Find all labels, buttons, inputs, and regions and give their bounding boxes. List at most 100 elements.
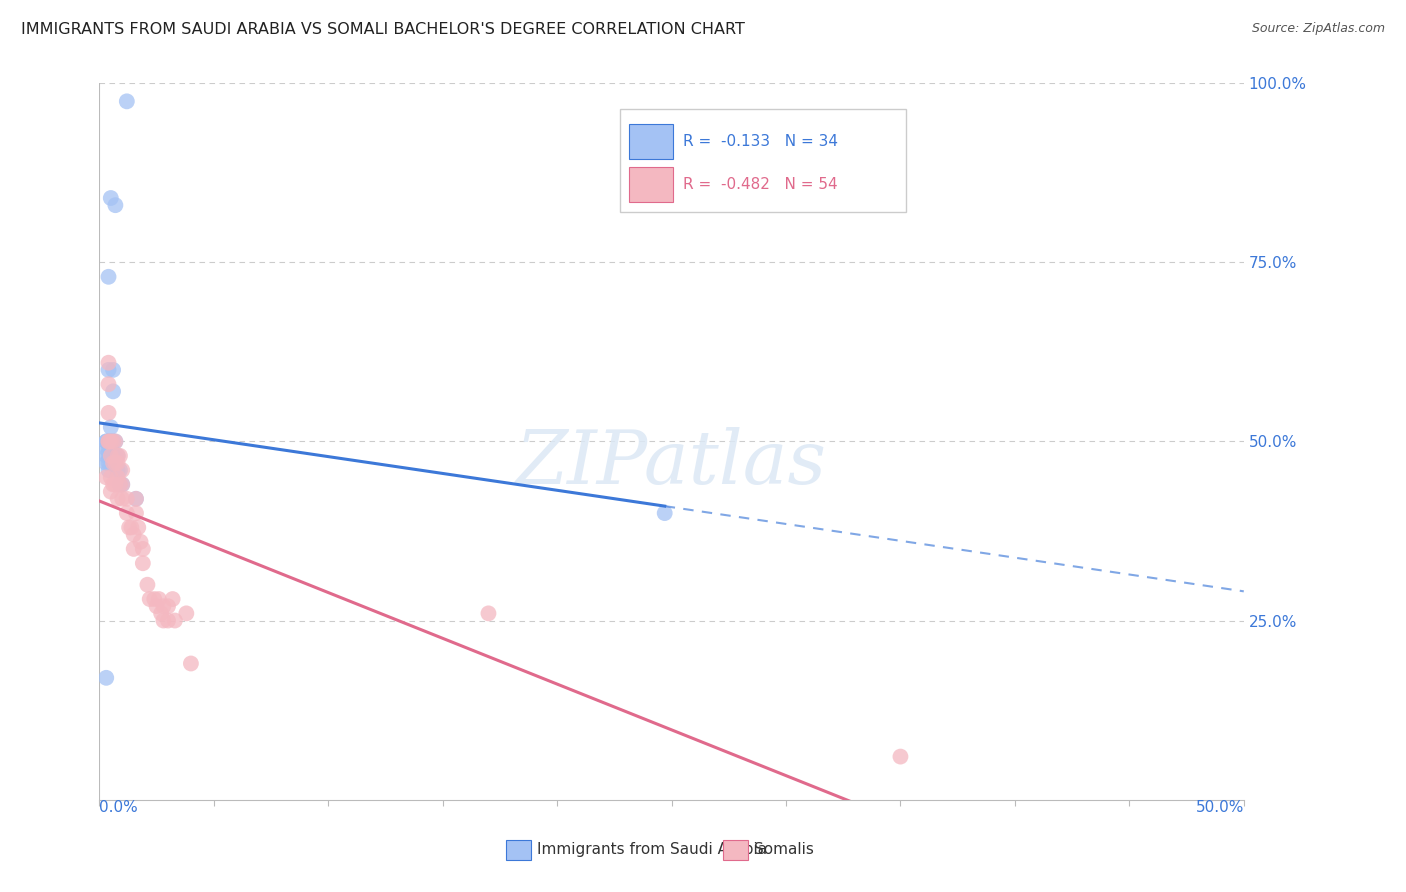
Text: Somalis: Somalis: [754, 842, 814, 857]
FancyBboxPatch shape: [723, 839, 748, 860]
Point: [125, 491, 148, 506]
Point: [108, 449, 131, 463]
Point: [138, 592, 160, 607]
FancyBboxPatch shape: [620, 109, 907, 212]
Point: [122, 527, 145, 541]
Point: [100, 434, 122, 449]
Text: 50.0%: 50.0%: [1195, 799, 1244, 814]
Point: [101, 449, 124, 463]
Point: [118, 520, 141, 534]
Point: [125, 506, 148, 520]
Point: [104, 477, 127, 491]
Point: [100, 434, 122, 449]
Point: [108, 477, 131, 491]
Point: [115, 506, 138, 520]
Point: [100, 449, 122, 463]
Point: [145, 599, 167, 614]
Point: [129, 534, 152, 549]
Point: [157, 614, 180, 628]
Point: [97, 456, 120, 470]
Point: [97, 363, 120, 377]
Point: [143, 592, 166, 607]
Point: [97, 449, 120, 463]
Point: [96, 442, 118, 456]
Text: 0.0%: 0.0%: [100, 799, 138, 814]
Text: IMMIGRANTS FROM SAUDI ARABIA VS SOMALI BACHELOR'S DEGREE CORRELATION CHART: IMMIGRANTS FROM SAUDI ARABIA VS SOMALI B…: [21, 22, 745, 37]
Point: [100, 470, 122, 484]
Point: [100, 442, 122, 456]
Point: [162, 592, 184, 607]
Point: [654, 506, 676, 520]
Point: [96, 449, 118, 463]
Text: R =  -0.133   N = 34: R = -0.133 N = 34: [683, 134, 838, 149]
Point: [132, 541, 155, 556]
Point: [157, 599, 180, 614]
Point: [176, 607, 198, 621]
FancyBboxPatch shape: [630, 167, 672, 202]
Point: [107, 463, 129, 477]
Text: ZIPatlas: ZIPatlas: [516, 426, 827, 500]
Point: [115, 491, 138, 506]
Point: [104, 434, 127, 449]
Point: [97, 406, 120, 420]
Point: [104, 456, 127, 470]
Point: [100, 449, 122, 463]
Point: [97, 434, 120, 449]
Point: [152, 599, 174, 614]
Point: [107, 456, 129, 470]
Point: [152, 614, 174, 628]
Point: [100, 191, 122, 205]
FancyBboxPatch shape: [630, 124, 672, 159]
Point: [100, 420, 122, 434]
Text: R =  -0.482   N = 54: R = -0.482 N = 54: [683, 177, 838, 192]
Point: [122, 541, 145, 556]
Point: [127, 520, 149, 534]
Point: [108, 463, 131, 477]
Point: [136, 578, 159, 592]
Point: [120, 520, 142, 534]
Point: [104, 449, 127, 463]
Point: [125, 491, 148, 506]
Point: [97, 269, 120, 284]
Point: [111, 477, 134, 491]
Point: [107, 470, 129, 484]
Point: [477, 607, 499, 621]
Point: [101, 434, 124, 449]
Point: [111, 477, 134, 491]
Text: Source: ZipAtlas.com: Source: ZipAtlas.com: [1251, 22, 1385, 36]
Point: [101, 363, 124, 377]
Point: [96, 671, 118, 685]
Point: [96, 456, 118, 470]
Point: [104, 434, 127, 449]
Point: [163, 614, 186, 628]
Text: Immigrants from Saudi Arabia: Immigrants from Saudi Arabia: [537, 842, 766, 857]
Point: [107, 449, 129, 463]
Point: [100, 456, 122, 470]
Point: [104, 198, 127, 212]
Point: [101, 456, 124, 470]
Point: [97, 377, 120, 392]
Point: [101, 477, 124, 491]
Point: [101, 384, 124, 399]
Point: [132, 556, 155, 570]
Point: [111, 463, 134, 477]
Point: [97, 442, 120, 456]
Point: [111, 491, 134, 506]
Point: [96, 470, 118, 484]
Point: [107, 449, 129, 463]
Point: [180, 657, 202, 671]
Point: [96, 434, 118, 449]
Point: [96, 434, 118, 449]
Point: [107, 491, 129, 506]
Point: [101, 434, 124, 449]
Point: [97, 463, 120, 477]
Point: [97, 356, 120, 370]
Point: [150, 607, 173, 621]
Point: [889, 749, 911, 764]
FancyBboxPatch shape: [506, 839, 531, 860]
Point: [100, 484, 122, 499]
Point: [108, 477, 131, 491]
Point: [115, 95, 138, 109]
Point: [97, 434, 120, 449]
Point: [148, 592, 170, 607]
